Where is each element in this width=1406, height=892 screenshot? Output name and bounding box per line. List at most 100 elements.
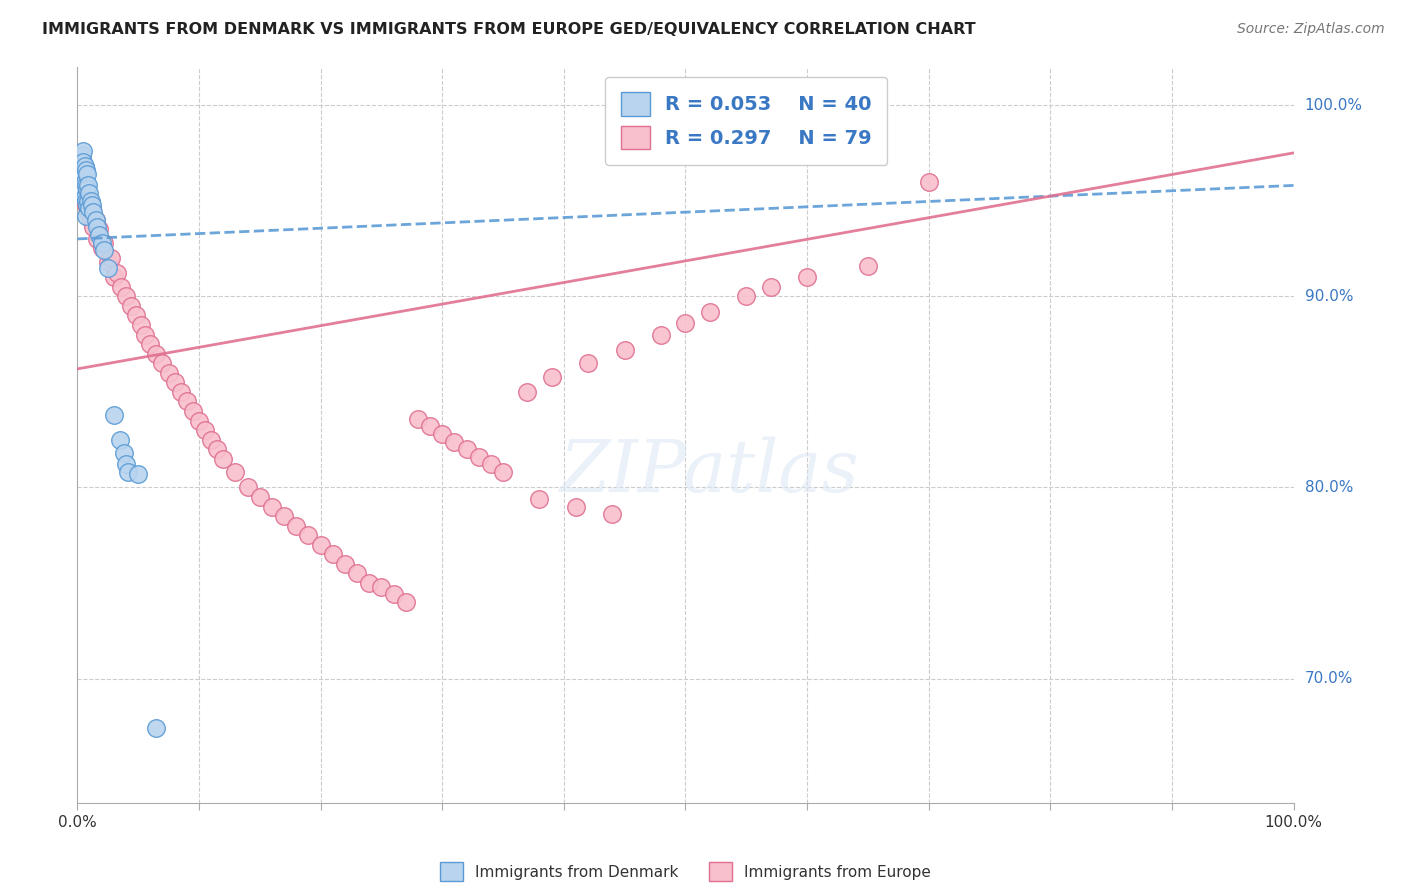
Point <box>93 244 115 258</box>
Point <box>110 279 132 293</box>
Point <box>406 411 429 425</box>
Point <box>89 228 111 243</box>
Point <box>76 182 98 196</box>
Point <box>735 289 758 303</box>
Point <box>395 595 418 609</box>
Point <box>79 194 101 208</box>
Point <box>75 197 97 211</box>
Point <box>86 220 108 235</box>
Point <box>297 528 319 542</box>
Point <box>134 327 156 342</box>
Point <box>856 259 879 273</box>
Point <box>73 159 96 173</box>
Point <box>117 465 139 479</box>
Point <box>82 205 104 219</box>
Point <box>115 289 138 303</box>
Text: ZIPatlas: ZIPatlas <box>560 436 859 507</box>
Point <box>70 178 93 193</box>
Point <box>120 299 142 313</box>
Point <box>73 190 96 204</box>
Text: 90.0%: 90.0% <box>1305 289 1353 304</box>
Point <box>796 270 818 285</box>
Point <box>100 251 122 265</box>
Point <box>70 178 93 193</box>
Point <box>72 170 94 185</box>
Point <box>382 587 405 601</box>
Text: 80.0%: 80.0% <box>1305 480 1353 495</box>
Point <box>479 458 502 472</box>
Point <box>97 255 120 269</box>
Point <box>565 500 588 514</box>
Point <box>70 167 93 181</box>
Point <box>194 423 217 437</box>
Point <box>73 175 96 189</box>
Text: 100.0%: 100.0% <box>1305 97 1362 112</box>
Point <box>181 404 204 418</box>
Point <box>650 327 672 342</box>
Point <box>576 356 599 370</box>
Point <box>188 413 211 427</box>
Point <box>370 580 392 594</box>
Point <box>75 163 97 178</box>
Point <box>75 194 97 208</box>
Point <box>70 148 93 162</box>
Point <box>69 152 91 166</box>
Point <box>103 270 125 285</box>
Point <box>115 458 138 472</box>
Point <box>699 304 721 318</box>
Point <box>273 509 295 524</box>
Point <box>675 316 697 330</box>
Point <box>224 465 246 479</box>
Text: IMMIGRANTS FROM DENMARK VS IMMIGRANTS FROM EUROPE GED/EQUIVALENCY CORRELATION CH: IMMIGRANTS FROM DENMARK VS IMMIGRANTS FR… <box>42 22 976 37</box>
Point <box>613 343 636 357</box>
Point <box>70 167 93 181</box>
Point <box>84 212 107 227</box>
Point <box>443 434 465 449</box>
Point <box>72 190 94 204</box>
Point <box>70 152 93 166</box>
Point <box>492 465 515 479</box>
Point <box>236 480 259 494</box>
Point <box>93 235 115 250</box>
Point <box>108 433 131 447</box>
Point <box>77 205 100 219</box>
Point <box>84 212 107 227</box>
Point <box>285 518 308 533</box>
Point <box>76 197 98 211</box>
Point <box>70 163 93 178</box>
Point <box>205 442 228 457</box>
Point <box>80 212 103 227</box>
Point <box>200 433 222 447</box>
Point <box>76 182 98 196</box>
Point <box>75 209 97 223</box>
Point <box>103 408 125 422</box>
Point <box>72 155 94 169</box>
Text: Source: ZipAtlas.com: Source: ZipAtlas.com <box>1237 22 1385 37</box>
Point <box>529 491 551 506</box>
Point <box>430 426 453 441</box>
Point <box>322 547 344 561</box>
Point <box>86 232 108 246</box>
Point <box>145 721 167 735</box>
Point <box>80 194 103 208</box>
Point <box>89 222 111 236</box>
Point <box>75 178 97 193</box>
Point <box>82 220 104 235</box>
Point <box>127 467 149 481</box>
Point <box>602 507 624 521</box>
Point <box>107 266 129 280</box>
Point <box>139 337 162 351</box>
Point <box>90 242 112 256</box>
Legend: Immigrants from Denmark, Immigrants from Europe: Immigrants from Denmark, Immigrants from… <box>432 855 939 888</box>
Point <box>249 490 271 504</box>
Point <box>80 197 103 211</box>
Point <box>157 366 180 380</box>
Point <box>456 442 478 457</box>
Point <box>359 576 381 591</box>
Point <box>759 279 782 293</box>
Point <box>69 159 91 173</box>
Point <box>79 186 101 200</box>
Point <box>73 175 96 189</box>
Point <box>79 202 101 216</box>
Point <box>260 500 283 514</box>
